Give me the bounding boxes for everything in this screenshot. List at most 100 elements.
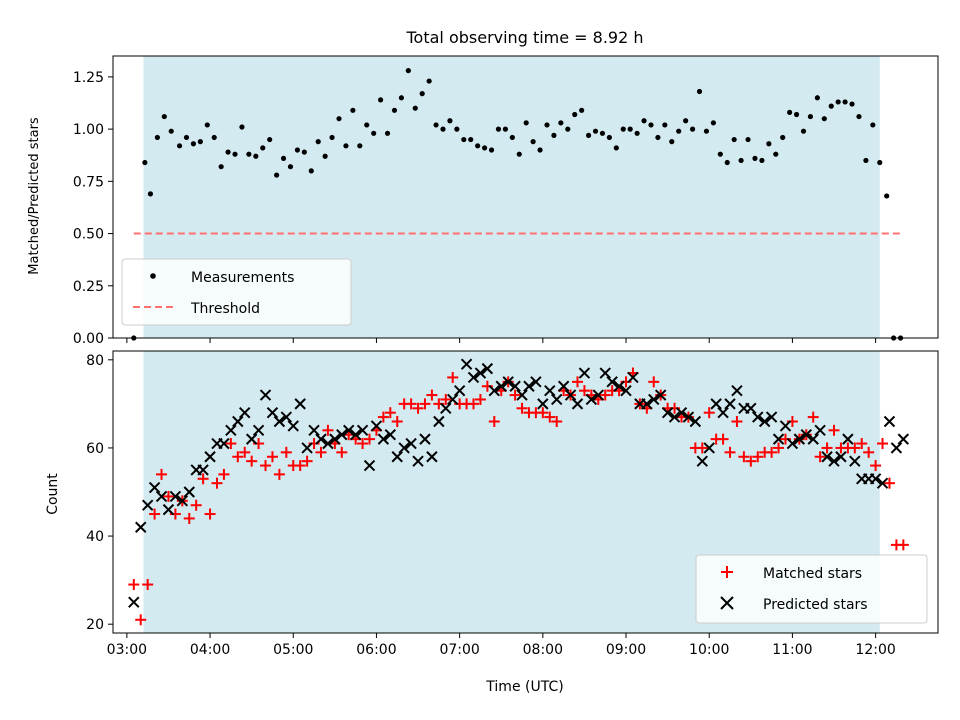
measurement-point: [565, 126, 571, 132]
predicted-star-point: [793, 433, 806, 445]
predicted-star-point: [842, 433, 854, 445]
predicted-star-point: [301, 442, 313, 454]
measurement-point: [267, 136, 273, 143]
matched-star-point: [315, 446, 327, 458]
bottom-x-ticks: 03:00 04:00 05:00 06:00 07:00 08:00 09:00 10:00…: [107, 633, 896, 658]
predicted-star-stroke-b: [148, 481, 161, 494]
measurement-point: [488, 147, 495, 153]
predicted-star-stroke-b: [356, 424, 369, 437]
measurement-point: [211, 134, 217, 141]
measurement-point: [315, 139, 321, 145]
top-y-ticks: 0.00 0.25 0.50 0.75 1.00 1.25: [73, 70, 113, 347]
top-panel: 0.00 0.25 0.50 0.75 1.00 1.25 Total observing…: [27, 28, 939, 347]
measurement-point: [877, 159, 883, 166]
predicted-star-stroke-b: [675, 406, 688, 419]
measurement-point: [759, 157, 765, 164]
matched-star-point: [294, 460, 306, 472]
matched-star-point: [211, 477, 223, 489]
predicted-star-point: [897, 433, 910, 445]
predicted-star-point: [308, 424, 320, 437]
measurement-point: [585, 132, 592, 138]
matched-star-point: [301, 455, 313, 467]
predicted-star-point: [169, 490, 182, 503]
predicted-star-stroke-b: [779, 420, 792, 432]
predicted-star-point: [460, 358, 473, 370]
top-y-tick-label: 0.25: [73, 279, 104, 295]
predicted-star-point: [765, 411, 778, 423]
matched-star-point: [828, 424, 840, 436]
matched-star-point: [474, 393, 486, 405]
predicted-star-stroke-b: [530, 376, 542, 388]
predicted-star-point: [204, 451, 216, 463]
measurement-point: [689, 126, 696, 132]
x-tick-label: 08:00: [523, 642, 563, 658]
predicted-star-point: [654, 389, 667, 401]
x-tick-label: 06:00: [356, 642, 396, 658]
predicted-star-point: [696, 455, 708, 467]
matched-star-point: [849, 442, 861, 454]
predicted-star-point: [405, 437, 417, 450]
matched-star-point: [266, 451, 278, 463]
predicted-star-point: [620, 384, 632, 397]
predicted-star-point: [225, 424, 237, 437]
predicted-star-stroke-b: [696, 455, 708, 467]
top-y-tick-label: 0.00: [73, 331, 104, 347]
predicted-star-stroke-b: [197, 464, 209, 476]
measurement-point: [329, 134, 335, 141]
predicted-star-stroke-b: [571, 398, 584, 410]
predicted-star-point: [530, 376, 542, 388]
matched-star-point: [357, 438, 369, 450]
measurement-point: [336, 116, 342, 122]
predicted-star-point: [141, 499, 154, 511]
measurement-point: [856, 113, 862, 120]
x-tick-label: 07:00: [439, 642, 479, 658]
predicted-star-point: [336, 429, 348, 441]
measurement-point: [384, 130, 391, 136]
predicted-star-stroke-b: [162, 503, 175, 516]
bottom-y-tick-label: 20: [86, 617, 104, 633]
top-legend-box: [121, 258, 352, 326]
bottom-panel: 03:00 04:00 05:00 06:00 07:00 08:00 09:00 10:00…: [45, 350, 939, 695]
predicted-star-point: [128, 596, 140, 608]
predicted-star-stroke-b: [772, 433, 785, 445]
legend-threshold-label: Threshold: [190, 301, 260, 317]
measurement-point: [357, 143, 363, 149]
predicted-star-point: [232, 415, 244, 428]
top-y-tick-label: 1.00: [73, 122, 104, 138]
bottom-y-ticks: 20 40 60 80: [86, 353, 113, 633]
predicted-star-stroke-b: [315, 433, 327, 445]
predicted-star-stroke-b: [883, 415, 896, 428]
measurement-point: [419, 91, 425, 97]
matched-star-point: [488, 416, 500, 427]
predicted-star-point: [772, 433, 785, 445]
measurement-point: [703, 128, 710, 134]
predicted-star-stroke-b: [183, 486, 195, 498]
matched-star-point: [870, 460, 882, 472]
predicted-star-point: [412, 455, 424, 467]
predicted-star-stroke-b: [204, 451, 216, 463]
predicted-star-point: [544, 384, 556, 397]
predicted-star-stroke-b: [370, 420, 383, 432]
predicted-star-stroke-b: [502, 376, 514, 388]
matched-star-point: [856, 438, 868, 450]
predicted-star-stroke-b: [793, 433, 806, 445]
predicted-star-stroke-b: [800, 429, 812, 441]
predicted-star-stroke-b: [391, 451, 403, 463]
measurement-point: [168, 128, 174, 134]
predicted-star-point: [294, 398, 306, 410]
measurement-point: [821, 116, 827, 122]
measurement-point: [579, 107, 585, 113]
predicted-star-stroke-b: [564, 389, 577, 401]
measurement-point: [613, 145, 619, 151]
predicted-star-stroke-b: [731, 384, 743, 397]
measurement-point: [766, 141, 772, 147]
top-y-tick-label: 0.50: [73, 227, 104, 243]
predicted-star-point: [890, 442, 903, 454]
predicted-star-stroke-b: [446, 393, 459, 406]
measurement-point: [350, 107, 356, 113]
matched-star-point: [135, 614, 147, 626]
predicted-star-point: [745, 402, 757, 414]
measurement-point: [154, 134, 160, 141]
predicted-star-stroke-b: [509, 380, 521, 392]
predicted-star-point: [883, 415, 896, 428]
